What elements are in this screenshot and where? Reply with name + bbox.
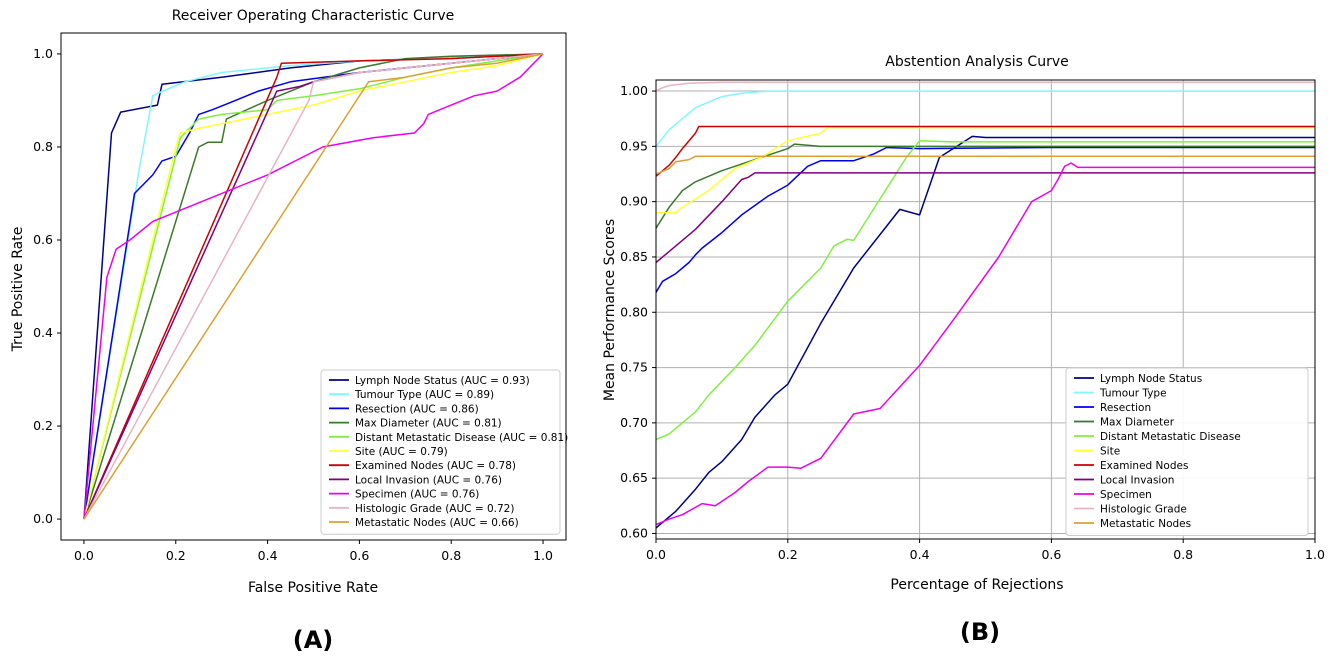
legend-label: Tumour Type (1099, 388, 1167, 400)
series-line (656, 125, 1315, 177)
x-tick-label: 0.6 (349, 548, 369, 563)
y-tick-label: 0.85 (620, 249, 648, 264)
series-line (83, 53, 544, 520)
x-tick-label: 0.2 (778, 547, 798, 562)
series-line (83, 53, 544, 520)
legend-label: Max Diameter (AUC = 0.81) (355, 418, 502, 430)
y-tick-label: 0.60 (620, 525, 648, 540)
roc-plot-frame (60, 32, 567, 541)
series-line (656, 126, 1315, 214)
y-tick-label: 0.8 (33, 139, 53, 154)
series-line (83, 53, 544, 520)
series-line (83, 53, 544, 520)
x-tick-label: 1.0 (533, 548, 553, 563)
legend-label: Site (1100, 446, 1120, 458)
legend-label: Histologic Grade (1100, 504, 1187, 516)
x-tick-label: 0.6 (1041, 547, 1061, 562)
x-tick-label: 0.0 (646, 547, 666, 562)
series-line (83, 53, 544, 520)
abstention-series-group (656, 81, 1315, 529)
series-line (656, 140, 1315, 441)
series-line (656, 90, 1315, 147)
series-clip-group (83, 53, 544, 520)
y-tick-label: 0.2 (33, 418, 53, 433)
legend-label: Site (AUC = 0.79) (355, 446, 448, 458)
roc-ticks: 0.0 0.2 0.4 0.6 0.8 1.0 0.0 0.2 0.4 0.6 0.8 1.0 (33, 46, 553, 563)
legend-box (320, 369, 561, 535)
series-line (656, 81, 1315, 92)
x-tick-label: 0.4 (258, 548, 278, 563)
series-line (656, 146, 1315, 293)
abstention-legend: Lymph Node Status Tumour Type Resection Max… (1065, 367, 1309, 536)
roc-xlabel: False Positive Rate (248, 580, 378, 596)
legend-label: Distant Metastatic Disease (AUC = 0.81) (355, 432, 568, 444)
y-tick-label: 0.65 (620, 470, 648, 485)
series-line (656, 155, 1315, 175)
y-tick-label: 0.90 (620, 194, 648, 209)
legend-label: Examined Nodes (AUC = 0.78) (355, 460, 516, 472)
legend-label: Specimen (AUC = 0.76) (355, 489, 479, 501)
abstention-ylabel: Mean Performance Scores (602, 219, 618, 401)
roc-panel: Receiver Operating Characteristic Curve … (10, 8, 568, 654)
x-tick-label: 0.4 (910, 547, 930, 562)
series-line (656, 135, 1315, 529)
legend-label: Histologic Grade (AUC = 0.72) (355, 503, 514, 515)
panel-label-a: (A) (293, 626, 334, 654)
abstention-plot-frame (655, 79, 1316, 540)
series-line (83, 53, 544, 520)
y-tick-label: 0.6 (33, 232, 53, 247)
y-tick-label: 1.0 (33, 46, 53, 61)
legend-label: Local Invasion (1100, 475, 1174, 487)
legend-label: Local Invasion (AUC = 0.76) (355, 474, 502, 486)
legend-label: Tumour Type (AUC = 0.89) (354, 389, 494, 401)
roc-legend: Lymph Node Status (AUC = 0.93) Tumour Typ… (320, 369, 568, 535)
x-tick-label: 0.0 (74, 548, 94, 563)
y-tick-label: 0.70 (620, 415, 648, 430)
legend-label: Lymph Node Status (AUC = 0.93) (355, 375, 530, 387)
x-tick-label: 0.2 (166, 548, 186, 563)
legend-label: Metastatic Nodes (1100, 518, 1191, 530)
legend-label: Distant Metastatic Disease (1100, 431, 1241, 443)
legend-box (1065, 367, 1309, 536)
legend-label: Resection (AUC = 0.86) (355, 403, 479, 415)
series-clip-group (656, 81, 1315, 529)
y-tick-label: 0.75 (620, 360, 648, 375)
x-tick-label: 1.0 (1305, 547, 1325, 562)
y-tick-label: 0.80 (620, 304, 648, 319)
legend-label: Lymph Node Status (1100, 373, 1202, 385)
abstention-xlabel: Percentage of Rejections (890, 577, 1063, 593)
series-line (656, 162, 1315, 526)
legend-label: Resection (1100, 402, 1151, 414)
roc-title: Receiver Operating Characteristic Curve (172, 8, 455, 24)
abstention-panel: Abstention Analysis Curve 0.0 0.2 0.4 0.6 0.… (602, 54, 1325, 646)
y-tick-label: 0.0 (33, 511, 53, 526)
abstention-ticks: 0.0 0.2 0.4 0.6 0.8 1.0 0.60 0.65 0.70 0.75 0.80 0.… (620, 83, 1325, 562)
legend-label: Examined Nodes (1100, 460, 1188, 472)
roc-ylabel: True Positive Rate (10, 227, 26, 353)
panel-label-b: (B) (960, 618, 1000, 646)
series-line (83, 53, 544, 520)
legend-label: Metastatic Nodes (AUC = 0.66) (355, 517, 519, 529)
legend-label: Specimen (1100, 489, 1152, 501)
y-tick-label: 0.4 (33, 325, 53, 340)
legend-label: Max Diameter (1100, 417, 1175, 429)
roc-series-group (83, 53, 544, 520)
x-tick-label: 0.8 (1173, 547, 1193, 562)
y-tick-label: 0.95 (620, 138, 648, 153)
y-tick-label: 1.00 (620, 83, 648, 98)
x-tick-label: 0.8 (441, 548, 461, 563)
series-line (83, 53, 544, 520)
series-line (656, 172, 1315, 264)
abstention-title: Abstention Analysis Curve (885, 54, 1068, 70)
